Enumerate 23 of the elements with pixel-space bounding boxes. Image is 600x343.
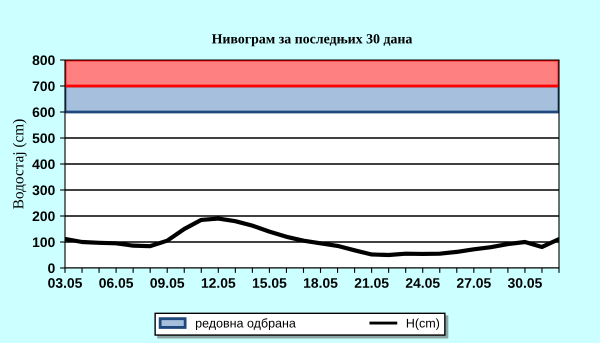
legend-label: редовна одбрана <box>196 318 296 330</box>
y-tick-label: 500 <box>32 133 55 144</box>
y-tick-label: 400 <box>32 159 55 170</box>
y-tick-label: 100 <box>32 237 55 248</box>
y-tick-label: 600 <box>32 107 55 118</box>
x-tick-label: 27.05 <box>456 278 491 288</box>
y-axis-title: Водостај (cm) <box>12 119 27 209</box>
y-tick-label: 300 <box>32 185 55 196</box>
y-tick-label: 200 <box>32 211 55 222</box>
x-tick-label: 15.05 <box>252 278 286 288</box>
y-tick-label: 700 <box>32 81 55 92</box>
x-tick-label: 30.05 <box>508 278 542 288</box>
x-tick-label: 12.05 <box>202 278 236 288</box>
x-tick-label: 03.05 <box>48 278 82 288</box>
x-tick-label: 06.05 <box>99 278 134 288</box>
y-tick-label: 0 <box>48 263 55 274</box>
chart-title: Нивограм за последњих 30 дана <box>212 34 412 46</box>
x-tick-label: 21.05 <box>354 278 389 288</box>
x-tick-label: 09.05 <box>150 278 184 288</box>
x-tick-label: 24.05 <box>406 278 440 288</box>
x-tick-label: 18.05 <box>304 278 338 288</box>
legend-label: H(cm) <box>406 318 440 330</box>
y-tick-label: 800 <box>32 55 55 66</box>
